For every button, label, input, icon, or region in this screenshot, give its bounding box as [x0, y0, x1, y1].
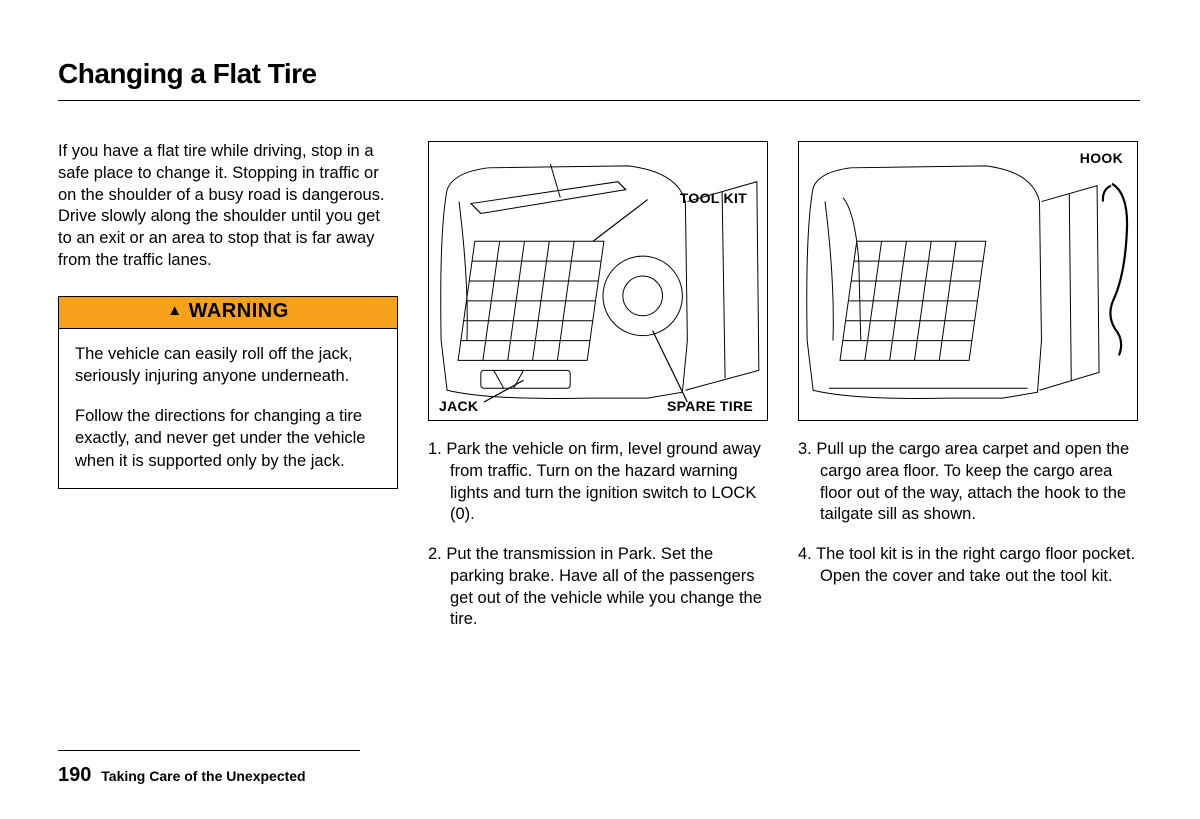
section-name: Taking Care of the Unexpected — [101, 768, 305, 784]
step-1: 1. Park the vehicle on firm, level groun… — [428, 439, 768, 526]
page-footer: 190 Taking Care of the Unexpected — [58, 764, 306, 787]
title-rule — [58, 100, 1140, 101]
page-number: 190 — [58, 764, 91, 786]
column-3: HOOK 3. Pull up the cargo area carpet an… — [798, 141, 1138, 606]
footer-rule — [58, 750, 360, 751]
step-4: 4. The tool kit is in the right cargo fl… — [798, 544, 1138, 588]
steps-list-1: 1. Park the vehicle on firm, level groun… — [428, 439, 768, 631]
column-1: If you have a flat tire while driving, s… — [58, 141, 398, 489]
diagram-1-illustration — [429, 142, 767, 420]
content-columns: If you have a flat tire while driving, s… — [58, 141, 1140, 649]
warning-paragraph-1: The vehicle can easily roll off the jack… — [75, 343, 381, 388]
page-title: Changing a Flat Tire — [58, 58, 1140, 90]
warning-header-text: WARNING — [189, 300, 289, 322]
column-2: TOOL KIT JACK SPARE TIRE 1. Park the veh… — [428, 141, 768, 649]
intro-paragraph: If you have a flat tire while driving, s… — [58, 141, 398, 272]
diagram-hook: HOOK — [798, 141, 1138, 421]
diagram-2-illustration — [799, 142, 1137, 420]
warning-body: The vehicle can easily roll off the jack… — [59, 329, 397, 488]
label-spare-tire: SPARE TIRE — [667, 398, 753, 414]
warning-box: ▲ WARNING The vehicle can easily roll off… — [58, 296, 398, 489]
step-2: 2. Put the transmission in Park. Set the… — [428, 544, 768, 631]
diagram-tool-locations: TOOL KIT JACK SPARE TIRE — [428, 141, 768, 421]
warning-paragraph-2: Follow the directions for changing a tir… — [75, 405, 381, 472]
warning-header: ▲ WARNING — [59, 297, 397, 329]
label-jack: JACK — [439, 398, 478, 414]
warning-triangle-icon: ▲ — [167, 302, 182, 319]
label-tool-kit: TOOL KIT — [680, 190, 747, 206]
label-hook: HOOK — [1080, 150, 1123, 166]
step-3: 3. Pull up the cargo area carpet and ope… — [798, 439, 1138, 526]
steps-list-2: 3. Pull up the cargo area carpet and ope… — [798, 439, 1138, 588]
